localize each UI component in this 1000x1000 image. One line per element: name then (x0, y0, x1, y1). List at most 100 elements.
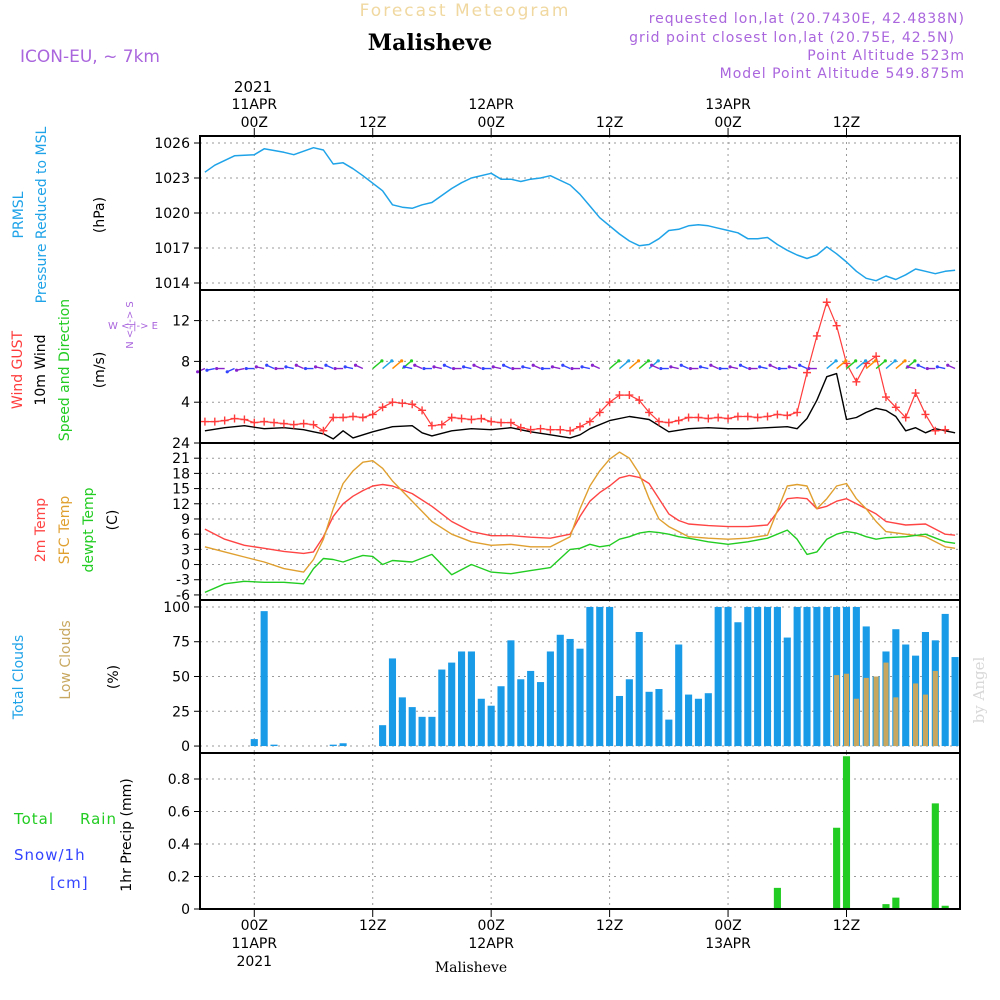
wind-arrow-head (353, 363, 358, 367)
time-axis: 11APR 00Z 00Z 11APR 2021 12Z 12Z 12APR 00Z 00Z 12A… (232, 97, 861, 970)
low-cloud-bar (853, 698, 859, 747)
bottom-time-label: 11APR (232, 936, 278, 952)
total-cloud-bar (379, 725, 387, 747)
total-cloud-bar (477, 698, 485, 747)
temp-ytick-label: 12 (172, 497, 190, 513)
gust-marker (654, 417, 663, 426)
precip-ytick-label: 0 (181, 902, 190, 918)
wind-arrow-head (205, 368, 209, 372)
precip-ytick-label: 0.4 (168, 837, 190, 853)
gust-marker (911, 389, 920, 398)
total-cloud-bar (536, 682, 545, 747)
total-cloud-bar (694, 698, 702, 747)
gust-marker (891, 403, 900, 412)
total-cloud-bar (448, 662, 456, 747)
wind-arrow-head (688, 366, 693, 371)
gust-marker (881, 393, 890, 402)
gust-marker (368, 410, 377, 419)
wind-arrow-head (303, 366, 308, 371)
total-cloud-bar (586, 606, 594, 747)
wind-arrow-head (659, 366, 663, 371)
rain-bar (892, 897, 900, 909)
bottom-time-label: 2021 (236, 954, 272, 970)
wind-arrow-head (442, 363, 446, 367)
wind-arrow-head (873, 359, 878, 363)
wind-arrow-head (590, 363, 595, 367)
gust-marker (625, 391, 634, 400)
wind-arrow-head (946, 363, 950, 367)
temp-labels: 2m Temp SFC Temp dewpt Temp (C) (33, 487, 121, 572)
wind-arrow (609, 360, 620, 370)
wind-panel: 4 8 12 (172, 290, 960, 443)
total-cloud-bar (902, 644, 910, 747)
gust-marker (576, 422, 584, 431)
low-cloud-bar (873, 676, 879, 747)
rain-bar (773, 887, 781, 909)
total-cloud-bar (596, 606, 604, 747)
gust-marker (388, 398, 397, 407)
wind-arrow-head (738, 363, 743, 367)
wind-arrow-head (580, 365, 584, 369)
wind-arrow-head (798, 363, 802, 367)
wind-arrow (895, 360, 906, 370)
gust-marker (358, 413, 367, 422)
wind-arrow-head (863, 359, 868, 363)
wind-arrow-head (432, 365, 436, 369)
wind-unit: (m/s) (92, 352, 108, 389)
total-cloud-bar (773, 606, 781, 747)
wind-arrow-head (646, 359, 651, 363)
pressure-msl-label: Pressure Reduced to MSL (34, 126, 50, 303)
gust-marker (210, 417, 219, 426)
requested-coords: requested lon,lat (20.7430E, 42.4838N) (649, 11, 965, 27)
wind-arrow-head (215, 366, 219, 371)
wind-arrow (875, 360, 886, 370)
gust-marker (556, 425, 565, 434)
gust-marker (339, 413, 348, 422)
wind-arrow-head (313, 365, 318, 369)
low-cloud-bar (893, 697, 899, 747)
wind-arrow (628, 360, 639, 370)
gust-marker (704, 414, 713, 423)
bottom-time-label: 12APR (468, 936, 514, 952)
wind-arrow (885, 360, 896, 370)
gust-marker (941, 425, 950, 434)
wind-ytick-label: 12 (172, 314, 190, 330)
chart-panels: 101410171020102310264812-6-3036912151821… (154, 97, 961, 970)
wind-arrow-head (787, 365, 791, 369)
precip-unit: 1hr Precip (mm) (119, 778, 135, 891)
watermark: by Angel (970, 656, 988, 723)
total-cloud-bar (428, 716, 436, 747)
total-cloud-bar (507, 640, 515, 747)
temp-ytick-label: 18 (172, 466, 190, 482)
total-cloud-bar (250, 739, 258, 747)
wind-arrow-head (913, 359, 917, 363)
wind-arrow-head (400, 359, 404, 363)
total-cloud-bar (467, 651, 475, 747)
wind-arrow-head (807, 366, 811, 371)
pressure-ytick-label: 1020 (154, 206, 190, 222)
total-cloud-bar (635, 631, 643, 747)
wind-arrow-head (768, 363, 772, 367)
wind-arrow-head (531, 363, 535, 367)
gust-marker (812, 331, 821, 340)
pressure-unit: (hPa) (92, 197, 108, 233)
wind-arrow-head (777, 366, 781, 371)
total-cloud-bar (458, 651, 466, 747)
gust-marker (694, 413, 703, 422)
gust-marker (329, 413, 338, 422)
temp-dew-label: dewpt Temp (81, 487, 97, 572)
wind-ytick-label: 8 (181, 354, 190, 370)
total-cloud-bar (270, 744, 278, 747)
model-label: ICON-EU, ~ 7km (20, 47, 160, 67)
gust-marker (250, 418, 259, 427)
wind-arrow-head (234, 368, 239, 372)
wind-speed-line (204, 372, 956, 440)
wind-arrow-head (294, 363, 298, 367)
gust-marker (931, 426, 940, 435)
top-time-label: 11APR (232, 97, 278, 113)
wind-speed-dir-label: Speed and Direction (57, 299, 73, 441)
wind-arrow-head (324, 363, 328, 367)
pressure-ytick-label: 1026 (154, 136, 190, 152)
precip-labels: Total Rain Snow/1h [cm] 1hr Precip (mm) (13, 778, 135, 892)
